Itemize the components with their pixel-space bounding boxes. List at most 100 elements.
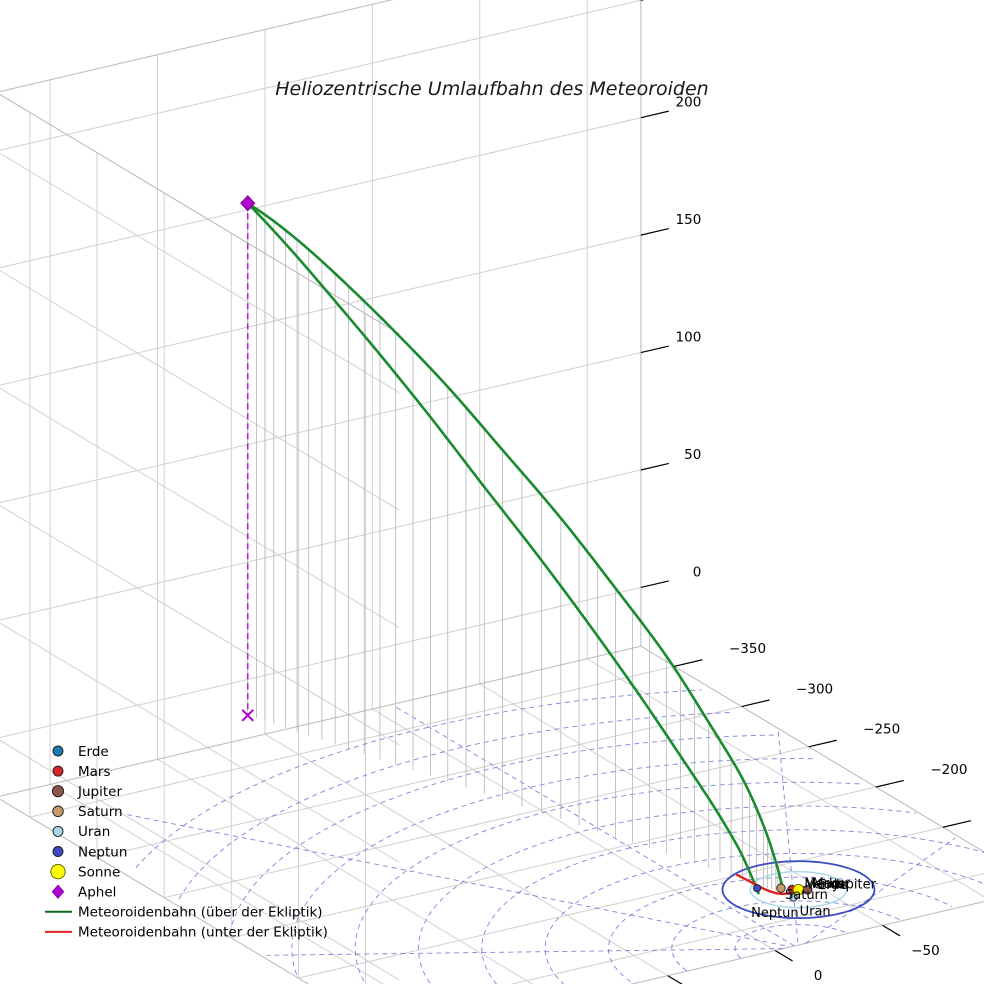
- legend-label-5: Neptun: [78, 844, 127, 860]
- ywall-grid-z: [0, 387, 400, 628]
- planet-annotation-saturn: Saturn: [785, 888, 828, 903]
- aphel-marker: [240, 195, 256, 212]
- y-tick-mark: [667, 975, 683, 984]
- ywall-grid-z: [0, 270, 400, 511]
- planet-annotation-erde: Erde: [818, 878, 848, 893]
- x-axis-spine: [640, 645, 984, 853]
- y-tick-mark: [882, 924, 901, 937]
- floor-grid-x: [231, 786, 876, 939]
- xwall-grid-z: [0, 117, 642, 269]
- x-tick-label: −250: [863, 722, 900, 738]
- page-title: Heliozentrische Umlaufbahn des Meteoroid…: [275, 78, 708, 100]
- polar-ring: [354, 781, 861, 984]
- legend-marker-sonne: [50, 863, 66, 880]
- polar-ring: [671, 900, 902, 972]
- legend: Erde Mars Jupiter Saturn Uran Neptun Sonne Aphe…: [45, 744, 328, 941]
- x-tick-mark: [674, 659, 703, 667]
- legend-label-0: Erde: [78, 744, 109, 760]
- x-tick-mark: [741, 699, 770, 708]
- ywall-grid-z: [0, 152, 400, 393]
- legend-label-9: Meteoroidenbahn (unter der Ekliptik): [78, 925, 328, 941]
- z-tick-label: 150: [676, 212, 702, 228]
- floor-grid-y: [586, 658, 984, 898]
- floor-grid-y: [479, 683, 883, 926]
- legend-label-3: Saturn: [78, 804, 123, 820]
- axis-ticks: −350−300−250−200−150−100−100−50050100150…: [640, 0, 972, 984]
- floor-grid-y: [372, 708, 776, 951]
- z-tick-mark: [640, 228, 669, 236]
- xwall-grid-z: [0, 352, 642, 504]
- legend-marker-uran: [52, 825, 64, 837]
- floor-grid-x: [298, 826, 944, 979]
- planet-annotation-mars: Mars: [813, 877, 845, 892]
- ywall-grid-z: [0, 739, 400, 981]
- y-axis-spine: [629, 901, 984, 984]
- body-marker-saturn: [776, 883, 786, 893]
- polar-ring: [135, 689, 702, 869]
- xwall-grid-z: [0, 586, 642, 738]
- floor-grid-y: [157, 758, 534, 984]
- trajectory-above-inbound: [246, 201, 760, 895]
- planet-orbit-ellipses: [721, 860, 876, 920]
- planet-annotation-jupiter: Jupiter: [833, 878, 877, 893]
- polar-spoke: [127, 814, 786, 947]
- orbit-ellipse-uran: [749, 870, 848, 909]
- z-tick-mark: [640, 462, 669, 471]
- legend-label-1: Mars: [78, 764, 111, 780]
- z-tick-label: 50: [684, 447, 701, 463]
- z-tick-label: 0: [693, 564, 702, 580]
- body-marker-sonne: [792, 883, 805, 896]
- polar-spoke: [395, 706, 795, 947]
- body-marker-uran: [789, 893, 798, 902]
- x-tick-mark: [875, 779, 904, 788]
- legend-label-6: Sonne: [78, 864, 120, 880]
- polar-ring: [481, 829, 984, 984]
- legend-label-8: Meteoroidenbahn (über der Ekliptik): [78, 905, 323, 921]
- floor-grid-y: [264, 733, 668, 977]
- y-tick-label: −50: [911, 943, 940, 959]
- aphel-projection-marker: [241, 709, 254, 722]
- floor-grid-x: [510, 873, 984, 984]
- back-wall-pane-x: [0, 0, 641, 797]
- planet-annotation-merkur: Merkur: [804, 877, 850, 892]
- aphel-group: [240, 195, 256, 722]
- legend-marker-saturn: [52, 805, 64, 818]
- floor-grid-x: [96, 706, 742, 858]
- body-marker-neptun: [753, 884, 762, 893]
- z-tick-mark: [640, 110, 669, 119]
- legend-marker-mars: [52, 765, 64, 777]
- orbit-stem-lines: [247, 203, 783, 893]
- floor-left-spine: [0, 645, 642, 797]
- polar-ring: [291, 758, 817, 975]
- polar-ring: [178, 711, 733, 900]
- y-tick-label: 0: [814, 968, 823, 984]
- polar-ring: [229, 734, 779, 934]
- z-tick-mark: [640, 345, 669, 354]
- x-tick-mark: [942, 820, 972, 828]
- ecliptic-polar-grid: [127, 689, 984, 984]
- planet-annotation-neptun: Neptun: [751, 906, 799, 921]
- polar-ring: [734, 924, 848, 959]
- floor-grid-x: [164, 746, 809, 899]
- ywall-grid-z: [0, 505, 400, 746]
- floor-back-spine: [0, 798, 310, 984]
- legend-marker-neptun: [52, 846, 64, 857]
- xwall-grid-z: [0, 0, 642, 151]
- legend-label-7: Aphel: [78, 885, 116, 901]
- z-tick-label: 200: [676, 95, 702, 111]
- celestial-bodies: [753, 883, 813, 902]
- floor-grid-y: [49, 784, 384, 984]
- orbit-ellipse-neptun: [721, 860, 876, 920]
- z-tick-label: 100: [676, 330, 702, 346]
- ywall-grid-z: [0, 622, 400, 863]
- polar-spoke: [805, 837, 956, 944]
- x-tick-label: −200: [930, 762, 967, 778]
- top-back-spine: [0, 93, 400, 335]
- x-tick-mark: [808, 739, 837, 748]
- z-tick-mark: [640, 580, 669, 589]
